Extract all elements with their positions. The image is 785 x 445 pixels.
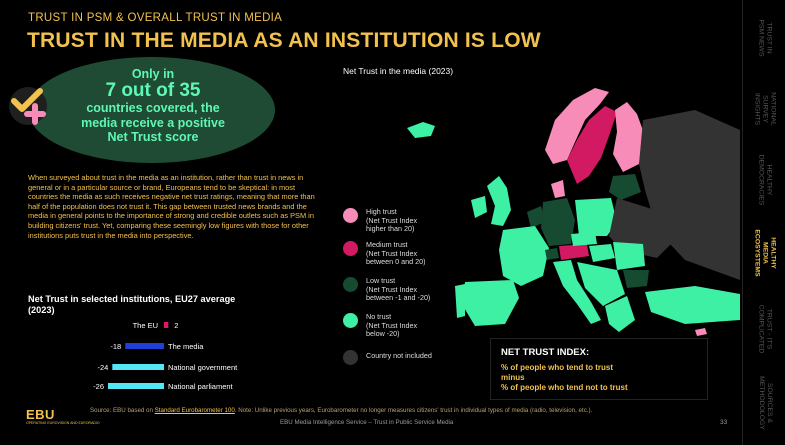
page-number: 33 [720, 419, 728, 426]
data-label: -18 [110, 342, 121, 351]
net-trust-heading: NET TRUST INDEX: [501, 347, 590, 358]
source-note: Source: EBU based on Standard Eurobarome… [90, 407, 592, 414]
legend-label: No trust (Net Trust Index below -20) [366, 312, 418, 339]
data-label: -24 [97, 363, 108, 372]
map-region-poland [575, 198, 617, 236]
map-region-romania [613, 242, 645, 270]
map-region-france [499, 226, 549, 286]
map-region-switzerland [545, 248, 559, 260]
footer-service: EBU Media Intelligence Service – Trust i… [280, 419, 454, 426]
data-label: -26 [93, 382, 104, 391]
map-region-greece [605, 296, 635, 332]
map-region-benelux [527, 206, 545, 228]
net-trust-line-1: % of people who tend to trust [501, 363, 613, 372]
ebu-logo: EBU [26, 407, 55, 422]
sidebar-item-national-survey[interactable]: NATIONAL SURVEY INSIGHTS [743, 74, 785, 144]
legend-label: Medium trust (Net Trust Index between 0 … [366, 240, 426, 267]
europe-map [407, 88, 740, 336]
sidebar-item-sources-methodology[interactable]: SOURCES & METHODOLOGY [743, 370, 785, 436]
callout-text: Only in 7 out of 35 countries covered, t… [58, 67, 248, 145]
sidebar-item-healthy-media-ecosystems[interactable]: HEALTHY MEDIA ECOSYSTEMS [743, 218, 785, 288]
map-region-portugal [455, 284, 465, 318]
body-paragraph: When surveyed about trust in the media a… [28, 173, 315, 240]
sidebar-item-trust-in-psm-news[interactable]: TRUST IN PSM NEWS [743, 8, 785, 68]
legend-label: Country not included [366, 351, 432, 360]
callout-bubble [28, 57, 275, 163]
category-label: The media [168, 342, 204, 351]
sidebar-item-label: TRUST IN PSM NEWS [757, 19, 773, 57]
callout-line-2: 7 out of 35 [105, 80, 201, 101]
map-region-hungary [589, 244, 615, 262]
category-label: The EU [133, 321, 158, 330]
section-kicker: TRUST IN PSM & OVERALL TRUST IN MEDIA [28, 12, 283, 24]
page-title: TRUST IN THE MEDIA AS AN INSTITUTION IS … [27, 29, 541, 52]
legend-swatch-medium [343, 241, 358, 256]
legend-swatch-high [343, 208, 358, 223]
sidebar-item-healthy-democracies[interactable]: HEALTHY DEMOCRACIES [743, 150, 785, 210]
sidebar-item-trust-complicated[interactable]: TRUST - IT'S COMPLICATED [743, 296, 785, 362]
map-region-germany [541, 198, 575, 246]
map-region-baltics [609, 174, 641, 200]
sidebar-item-label: HEALTHY DEMOCRACIES [757, 154, 773, 206]
map-region-norway [545, 88, 609, 164]
map-region-turkey [645, 286, 740, 324]
map-region-denmark [551, 180, 565, 198]
sidebar-item-label: HEALTHY MEDIA ECOSYSTEMS [753, 229, 777, 277]
map-region-ireland [471, 196, 487, 218]
map-region-czechia [571, 232, 597, 246]
legend-label: High trust (Net Trust Index higher than … [366, 207, 418, 234]
category-label: National government [168, 363, 238, 372]
callout-line-3: countries covered, the [86, 101, 220, 115]
legend-swatch-low [343, 277, 358, 292]
map-region-spain [463, 280, 519, 326]
bar [108, 383, 164, 389]
map-region-cyprus [695, 328, 707, 336]
map-region-sweden [567, 106, 617, 184]
bar [125, 343, 164, 349]
map-region-uk [487, 176, 511, 226]
legend-swatch-none [343, 313, 358, 328]
source-suffix: . Note: Unlike previous years, Eurobarom… [234, 407, 593, 414]
institution-bar-chart: The EU 2 The media -18 National government -2… [93, 321, 238, 391]
legend-label: Low trust (Net Trust Index between -1 an… [366, 276, 431, 303]
map-title: Net Trust in the media (2023) [343, 66, 454, 76]
source-link[interactable]: Standard Eurobarometer 100 [154, 407, 235, 414]
section-sidebar: TRUST IN PSM NEWS NATIONAL SURVEY INSIGH… [742, 0, 785, 445]
map-region-finland [613, 102, 645, 172]
net-trust-line-2: minus [501, 373, 525, 382]
map-region-austria [559, 244, 589, 260]
bar [164, 322, 169, 328]
net-trust-index-box: NET TRUST INDEX: % of people who tend to… [490, 338, 708, 400]
ebu-logo-tagline: OPERATING EUROVISION AND EURORADIO [26, 421, 100, 425]
check-plus-icon [9, 87, 47, 125]
sidebar-item-label: NATIONAL SURVEY INSIGHTS [753, 92, 777, 126]
callout-line-1: Only in [131, 67, 175, 81]
sidebar-item-label: TRUST - IT'S COMPLICATED [757, 304, 773, 354]
chart-title: Net Trust in selected institutions, EU27… [28, 294, 236, 315]
net-trust-line-3: % of people who tend not to trust [501, 383, 628, 392]
legend-swatch-not-included [343, 350, 358, 365]
source-prefix: Source: EBU based on [90, 407, 155, 414]
bar [112, 364, 164, 370]
map-region-balkans [577, 262, 625, 306]
map-region-bulgaria [623, 270, 649, 288]
data-label: 2 [174, 321, 178, 330]
map-region-iceland [407, 122, 435, 138]
map-region-italy [553, 260, 601, 324]
callout-line-5: Net Trust score [107, 130, 199, 144]
category-label: National parliament [168, 382, 234, 391]
callout-line-4: media receive a positive [81, 115, 225, 130]
sidebar-item-label: SOURCES & METHODOLOGY [757, 376, 773, 430]
